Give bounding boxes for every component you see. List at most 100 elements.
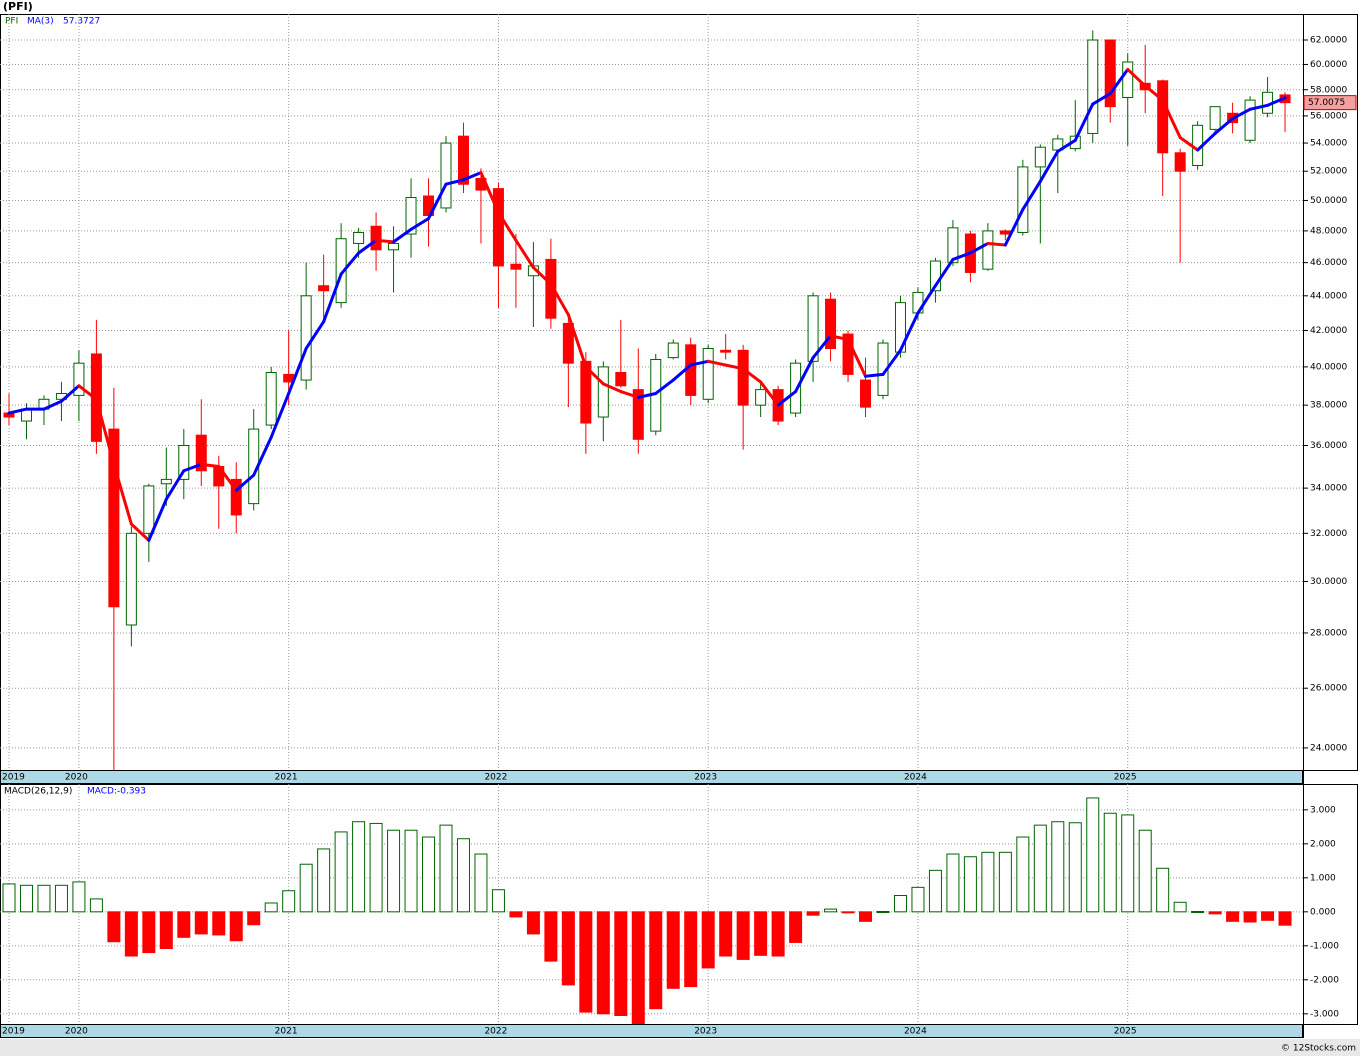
macd-bar	[824, 908, 838, 913]
y-tick-label: 30.0000	[1310, 577, 1347, 587]
candle-body	[720, 349, 732, 353]
candle-body	[265, 372, 277, 426]
macd-bar	[981, 851, 995, 913]
ma-segment	[986, 241, 1007, 247]
y-tick-label: 52.0000	[1310, 167, 1347, 177]
macd-bar	[946, 853, 960, 913]
ma-segment	[234, 473, 256, 492]
candle-body	[335, 238, 347, 304]
candle-body	[545, 258, 557, 319]
candle-body	[562, 322, 574, 364]
y-tick-label: 0.000	[1310, 907, 1336, 917]
macd-bar	[37, 884, 51, 913]
macd-bar	[474, 853, 488, 913]
plot-area	[0, 784, 1303, 1024]
ma-segment	[269, 391, 291, 439]
macd-bar	[369, 822, 383, 913]
y-tick-label: 3.000	[1310, 805, 1336, 815]
candle-body	[580, 360, 592, 424]
macd-bar	[387, 829, 401, 913]
candle-body	[230, 478, 242, 516]
x-tick-label: 2022	[484, 773, 507, 783]
candle-body	[318, 285, 330, 292]
panel-title: MACD(26,12,9)	[4, 787, 72, 797]
ma-segment	[951, 251, 972, 261]
macd-bar	[1156, 867, 1170, 913]
ma-segment	[444, 178, 465, 186]
ma-segment	[1196, 131, 1217, 152]
candle-body	[353, 231, 365, 244]
ma-segment	[7, 407, 28, 415]
x-tick-label: 2022	[484, 1027, 507, 1037]
candle-body	[737, 349, 749, 406]
candle-body	[1017, 166, 1029, 233]
ma-segment	[514, 238, 535, 270]
y-tick-label: 36.0000	[1310, 441, 1347, 451]
ma-segment	[461, 171, 483, 182]
macd-bar	[1086, 797, 1100, 913]
ma-segment	[916, 284, 937, 315]
legend-value: 57.3727	[63, 17, 100, 27]
ma-segment	[1038, 149, 1060, 183]
macd-bar	[876, 910, 890, 913]
candle-body	[370, 225, 382, 251]
candle-body	[825, 298, 837, 349]
candle-body	[685, 344, 697, 396]
candle-body	[982, 230, 994, 270]
macd-bar	[212, 911, 226, 936]
macd-bar	[736, 911, 750, 960]
ma-segment	[864, 372, 885, 378]
macd-bar	[282, 890, 296, 913]
y-tick-label: 24.0000	[1310, 743, 1347, 753]
ma-segment	[619, 390, 640, 399]
ma-segment	[374, 238, 396, 244]
macd-bar	[754, 911, 768, 956]
candle-body	[615, 372, 627, 387]
ma-segment	[759, 380, 780, 407]
macd-bar	[1103, 812, 1117, 913]
page-title: (PFI)	[3, 0, 33, 13]
ma-segment	[147, 497, 168, 542]
date-strip	[0, 770, 1303, 784]
last-price: 57.0075	[1308, 98, 1345, 108]
ma-segment	[1231, 107, 1252, 121]
x-tick-label: 2025	[1114, 1027, 1137, 1037]
ma-segment	[531, 266, 553, 286]
macd-bar	[19, 884, 33, 913]
y-tick-label: -3.000	[1310, 1009, 1339, 1019]
x-tick-label: 2024	[904, 1027, 927, 1037]
legend-entry: MA(3)	[27, 17, 54, 27]
macd-bar	[526, 911, 540, 935]
price-panel	[0, 14, 1358, 771]
candle-body	[632, 389, 644, 440]
macd-bar	[963, 856, 977, 913]
ma-segment	[636, 391, 658, 399]
x-tick-label: 2019	[2, 773, 25, 783]
macd-bar	[701, 911, 715, 969]
macd-bar	[1261, 911, 1275, 921]
ma-segment	[1143, 84, 1165, 102]
plot-area	[0, 14, 1303, 770]
macd-bar	[928, 869, 942, 913]
candle-body	[1104, 39, 1116, 108]
candle-body	[1122, 61, 1134, 99]
candle-body	[842, 333, 854, 375]
ma-segment	[357, 238, 378, 255]
ma-segment	[601, 382, 623, 394]
ma-segment	[1213, 117, 1235, 135]
ma-segment	[794, 356, 815, 394]
y-tick-label: 60.0000	[1310, 60, 1347, 70]
ma-segment	[1178, 136, 1200, 152]
candle-body	[1157, 80, 1169, 154]
macd-bar	[719, 911, 733, 957]
ma-segment	[549, 282, 570, 317]
candle-body	[1174, 152, 1186, 172]
macd-bar	[317, 848, 331, 913]
x-tick-label: 2020	[65, 1027, 88, 1037]
candle-body	[457, 135, 469, 185]
ma-segment	[287, 346, 308, 395]
macd-bar	[89, 898, 103, 913]
y-tick-label: 26.0000	[1310, 684, 1347, 694]
candle-body	[790, 362, 802, 414]
ma-segment	[968, 241, 990, 255]
